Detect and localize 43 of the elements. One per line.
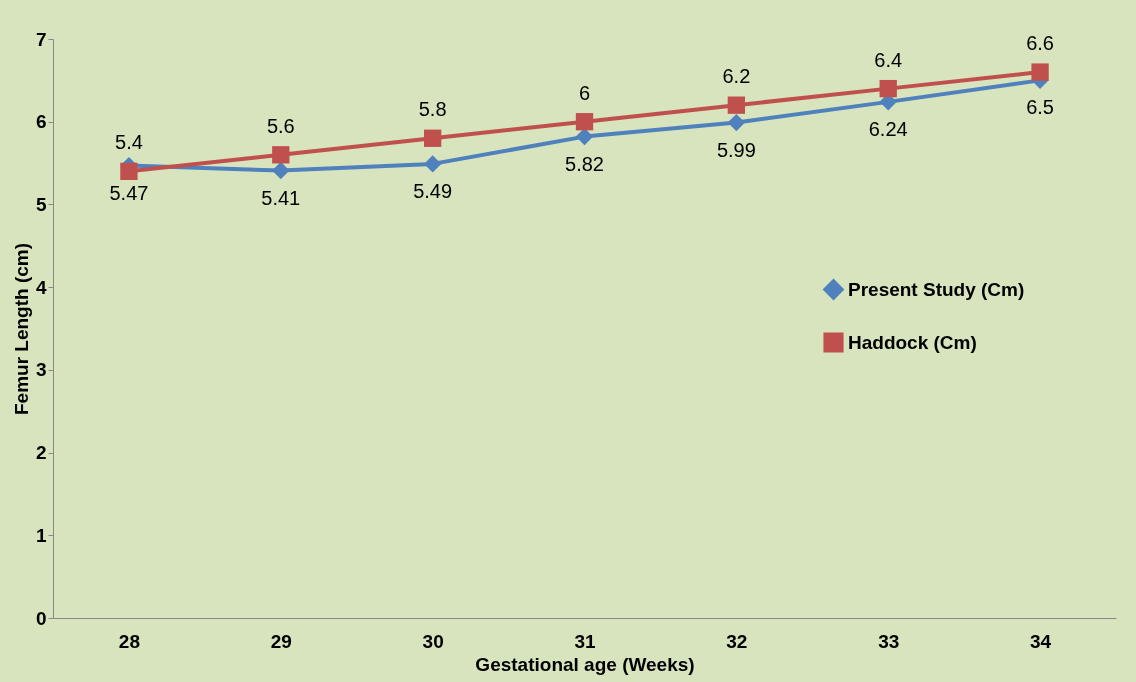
point [272, 146, 290, 164]
data-label: 6.2 [722, 65, 751, 88]
legend-label: Haddock (Cm) [848, 331, 977, 353]
point [1031, 63, 1049, 81]
point [423, 155, 442, 173]
y-tick-label: 0 [35, 607, 47, 629]
point [879, 79, 897, 98]
y-axis-title: Femur Length (cm) [10, 242, 32, 416]
data-label: 5.82 [565, 152, 604, 175]
x-tick-label: 31 [574, 630, 596, 652]
point [727, 96, 746, 114]
y-tick-label: 2 [35, 442, 47, 464]
y-tick-label: 6 [35, 111, 47, 133]
point [423, 129, 442, 147]
data-label: 6.6 [1026, 32, 1054, 55]
y-tick-label: 3 [35, 359, 47, 381]
data-label: 5.8 [418, 98, 447, 121]
point [727, 113, 746, 132]
data-label: 5.4 [115, 131, 143, 154]
data-label: 6.24 [868, 117, 908, 140]
data-label: 5.47 [109, 181, 149, 204]
x-tick-label: 28 [118, 630, 140, 652]
y-tick-label: 5 [35, 193, 47, 215]
data-label: 5.99 [716, 138, 756, 161]
data-label: 6 [578, 81, 591, 104]
legend-label: Present Study (Cm) [848, 278, 1025, 300]
x-tick-label: 32 [726, 630, 748, 652]
y-tick-label: 7 [35, 28, 47, 50]
point [120, 162, 138, 180]
data-label: 6.4 [874, 48, 903, 71]
x-tick-label: 34 [1030, 630, 1052, 652]
point [272, 161, 290, 180]
x-tick-label: 30 [422, 630, 444, 652]
y-tick-label: 4 [35, 276, 47, 298]
x-tick-label: 33 [878, 630, 900, 652]
data-label: 5.49 [413, 179, 453, 202]
x-axis-title: Gestational age (Weeks) [475, 653, 695, 675]
data-label: 5.6 [266, 114, 295, 137]
x-tick-label: 29 [270, 630, 292, 652]
y-tick-label: 1 [35, 524, 47, 546]
data-label: 5.41 [261, 186, 301, 209]
point [575, 113, 594, 131]
data-label: 6.5 [1026, 96, 1054, 119]
